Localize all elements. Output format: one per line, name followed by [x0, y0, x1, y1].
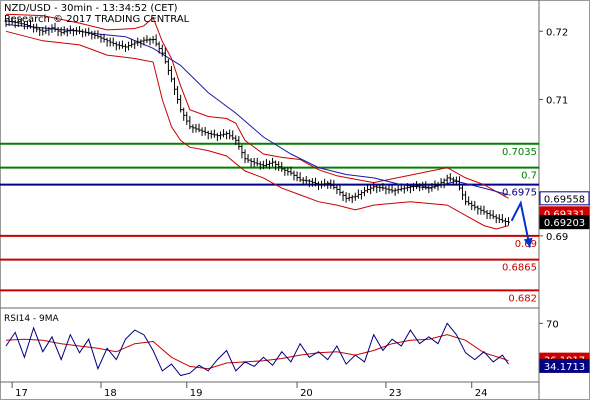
price-tag: 0.69331: [544, 209, 585, 220]
rsi-line: [5, 322, 509, 377]
level-label: 0.69: [515, 239, 537, 250]
time-tick-label: 18: [104, 388, 117, 399]
price-tag-box: [539, 191, 590, 206]
forecast-arrow: [510, 200, 533, 248]
price-tag: 0.69203: [544, 218, 585, 229]
rsi-tick-label: 70: [546, 319, 559, 330]
time-tick-label: 24: [475, 388, 488, 399]
rsi-value-tag: 34.1713: [544, 362, 585, 373]
chart-title: NZD/USD - 30min - 13:34:52 (CET): [4, 3, 178, 14]
rsi-value-tag-box: [539, 358, 590, 373]
level-label: 0.682: [508, 293, 537, 304]
time-tick-label: 19: [190, 388, 203, 399]
bollinger-lower-line: [5, 30, 509, 230]
support-resistance-levels: 0.7035 0.7 0.6975 0.69 0.6865 0.682: [0, 142, 539, 304]
rsi-panel: 703036.191734.1713: [5, 319, 590, 377]
price-tag-box: [539, 215, 590, 230]
time-axis: 17 18 19 20 23 24: [11, 382, 488, 399]
level-label: 0.6975: [502, 188, 537, 199]
price-tick-label: 0.72: [546, 27, 568, 38]
price-tick-label: 0.71: [546, 95, 568, 106]
time-tick-label: 23: [389, 388, 402, 399]
time-tick-label: 17: [15, 388, 28, 399]
level-label: 0.6865: [502, 263, 537, 274]
price-tag: 0.69558: [544, 194, 585, 205]
bollinger-upper-line: [5, 13, 509, 199]
chart-copyright: Research © 2017 TRADING CENTRAL: [4, 14, 190, 25]
time-tick-label: 20: [300, 388, 313, 399]
level-label: 0.7035: [502, 147, 537, 158]
forecast-arrowhead: [523, 237, 533, 248]
price-tick-label: 0.69: [546, 232, 568, 243]
rsi-panel-title: RSI14 - 9MA: [4, 314, 60, 324]
candles: [4, 16, 510, 227]
level-label: 0.7: [521, 171, 537, 182]
forecast-arrow-line: [510, 200, 531, 248]
